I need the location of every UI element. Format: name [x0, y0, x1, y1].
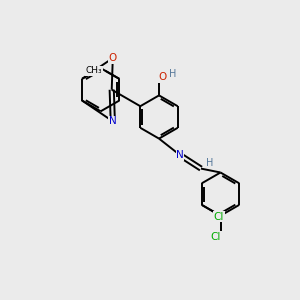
Text: O: O: [159, 72, 167, 82]
Text: H: H: [206, 158, 214, 168]
Text: H: H: [169, 68, 177, 79]
Text: CH₃: CH₃: [85, 66, 102, 75]
Text: N: N: [109, 116, 117, 126]
Text: Cl: Cl: [211, 232, 221, 242]
Text: Cl: Cl: [214, 212, 224, 222]
Text: N: N: [176, 150, 184, 160]
Text: O: O: [109, 53, 117, 63]
